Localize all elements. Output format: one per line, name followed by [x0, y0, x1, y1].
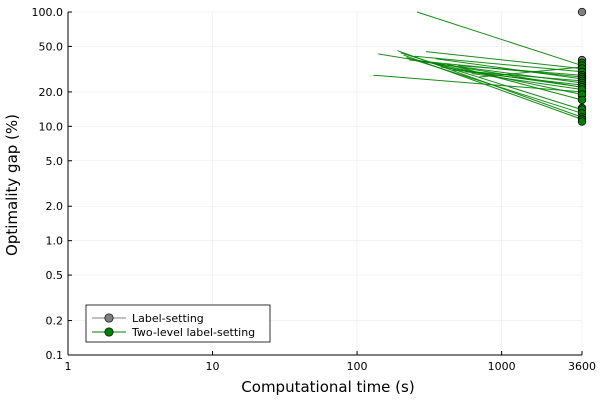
two-level-series-line [425, 51, 583, 70]
y-tick-label: 10.0 [39, 120, 64, 133]
two-level-series-line [414, 55, 583, 73]
axes: 1 10 100 1000 3600 0.1 0.2 0.5 1.0 2.0 5.0 10.0 20.0… [32, 6, 597, 373]
x-tick-label: 100 [347, 360, 368, 373]
x-tick-label: 10 [206, 360, 220, 373]
y-tick-label: 50.0 [39, 40, 64, 53]
x-tick-label: 1 [65, 360, 72, 373]
legend-marker [104, 313, 114, 323]
two-level-point [577, 95, 587, 105]
label-setting-point [577, 7, 587, 17]
legend-box [85, 304, 271, 343]
two-level-series-line [452, 69, 583, 82]
y-tick-label: 20.0 [39, 86, 64, 99]
two-level-series-line [479, 66, 583, 78]
y-tick-label: 5.0 [46, 155, 64, 168]
x-tick-label: 3600 [568, 360, 596, 373]
y-tick-label: 100.0 [32, 6, 64, 19]
y-tick-label: 0.2 [46, 315, 64, 328]
x-tick-label: 1000 [488, 360, 516, 373]
legend-label: Label-setting [132, 312, 204, 325]
y-tick-label: 0.1 [46, 349, 64, 362]
two-level-series-line [465, 71, 583, 86]
legend-label: Two-level label-setting [131, 326, 255, 339]
two-level-series-line [447, 63, 583, 101]
y-axis-title: Optimality gap (%) [3, 114, 21, 256]
y-tick-label: 0.5 [46, 269, 64, 282]
y-tick-label: 2.0 [46, 200, 64, 213]
legend-marker [104, 327, 114, 337]
two-level-series-line [400, 52, 583, 111]
two-level-series-line [419, 60, 583, 84]
two-level-series-line [416, 11, 583, 67]
two-level-series-line [406, 57, 583, 114]
x-axis-title: Computational time (s) [241, 378, 414, 396]
two-level-series-line [458, 65, 583, 76]
grid [67, 11, 583, 356]
two-level-series-line [373, 74, 583, 93]
two-level-point [577, 117, 587, 126]
series-layer [373, 7, 587, 126]
two-level-series-line [435, 58, 583, 80]
y-tick-label: 1.0 [46, 235, 64, 248]
